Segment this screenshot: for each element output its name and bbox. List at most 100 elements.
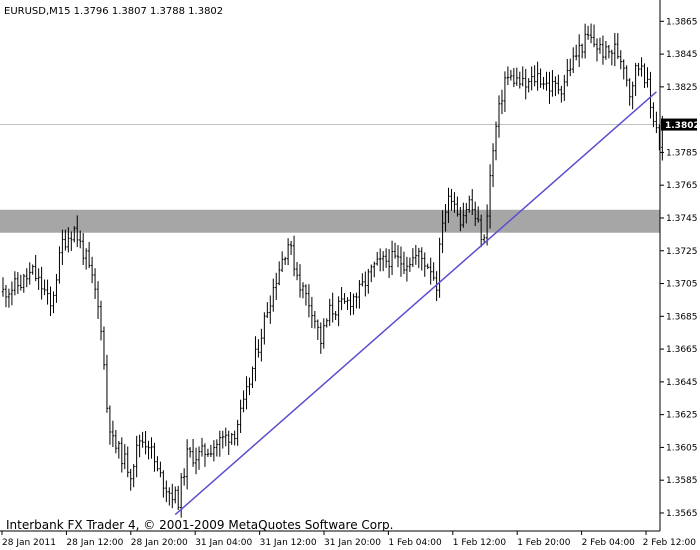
y-tick-label: 1.3605 — [666, 443, 698, 453]
ohlc-bar — [43, 279, 46, 296]
ohlc-bar — [269, 295, 272, 324]
ohlc-bar — [637, 62, 640, 77]
ohlc-bar — [138, 434, 141, 458]
ohlc-bar — [572, 47, 575, 74]
ohlc-bar — [554, 76, 557, 97]
ohlc-bar — [524, 68, 527, 100]
x-tick-label: 28 Jan 20:00 — [131, 538, 188, 548]
ohlc-bar — [58, 246, 61, 284]
ohlc-bar — [289, 240, 293, 255]
ohlc-bar — [254, 336, 257, 382]
ohlc-bar — [200, 437, 204, 457]
ohlc-bar — [1, 277, 5, 297]
ohlc-bar — [224, 427, 227, 447]
footer-copyright: Interbank FX Trader 4, © 2001-2009 MetaQ… — [6, 518, 394, 532]
ohlc-bar — [548, 71, 551, 104]
ohlc-bar — [589, 23, 593, 44]
ohlc-bar — [468, 195, 471, 213]
x-tick-label: 1 Feb 04:00 — [388, 538, 442, 548]
ohlc-bar — [16, 272, 20, 294]
ohlc-bar — [352, 293, 355, 315]
ohlc-bar — [485, 204, 489, 246]
ohlc-bar — [123, 444, 126, 470]
trendline[interactable] — [174, 91, 657, 516]
ohlc-bar — [521, 66, 524, 87]
ohlc-bar — [509, 69, 513, 81]
ohlc-bar — [194, 447, 198, 475]
ohlc-bar — [144, 431, 147, 455]
ohlc-bar — [423, 252, 426, 277]
ohlc-bar — [84, 248, 88, 270]
ohlc-bar — [607, 44, 611, 59]
ohlc-bar — [331, 292, 334, 323]
ohlc-bar — [19, 274, 23, 291]
y-tick-label: 1.3645 — [666, 378, 698, 388]
ohlc-bar — [488, 164, 492, 229]
ohlc-bar — [506, 66, 510, 86]
ohlc-bar — [569, 58, 572, 77]
ohlc-bar — [450, 188, 453, 211]
ohlc-bar — [601, 35, 605, 65]
ohlc-bar — [93, 268, 97, 299]
ohlc-bar — [355, 292, 358, 309]
y-tick-label: 1.3685 — [666, 312, 698, 322]
ohlc-bar — [566, 58, 569, 87]
ohlc-bar — [482, 234, 486, 244]
ohlc-bar — [580, 43, 584, 59]
ohlc-bar — [251, 366, 254, 389]
ohlc-bar — [7, 288, 11, 308]
ohlc-bar — [610, 49, 614, 66]
ohlc-bar — [447, 187, 450, 223]
ohlc-bar — [631, 81, 634, 110]
ohlc-bar — [156, 456, 159, 472]
ohlc-bar — [67, 227, 70, 253]
ohlc-bar — [108, 405, 112, 445]
ohlc-bar — [465, 202, 468, 224]
ohlc-bar — [396, 245, 400, 268]
ohlc-bar — [655, 111, 658, 134]
ohlc-bar — [515, 67, 519, 86]
ohlc-bar — [70, 231, 73, 252]
ohlc-bar — [441, 210, 444, 254]
ohlc-bar — [456, 196, 459, 217]
ohlc-bar — [652, 102, 655, 128]
ohlc-bar — [120, 437, 123, 473]
ohlc-bar — [49, 286, 52, 317]
ohlc-bar — [162, 470, 165, 498]
ohlc-bar — [28, 262, 31, 285]
x-tick-label: 31 Jan 12:00 — [260, 538, 317, 548]
ohlc-bar — [126, 446, 129, 478]
ohlc-bar — [319, 322, 322, 354]
y-tick-label: 1.3845 — [666, 50, 698, 60]
ohlc-bar — [266, 302, 269, 318]
ohlc-bar — [438, 237, 441, 298]
ohlc-bar — [40, 266, 43, 300]
ohlc-bar — [46, 279, 49, 305]
ohlc-bar — [295, 261, 299, 281]
ohlc-bar — [227, 430, 230, 455]
ohlc-bar — [37, 268, 40, 290]
ohlc-bar — [459, 206, 462, 232]
ohlc-bar — [99, 300, 103, 341]
ohlc-bar — [577, 34, 581, 68]
ohlc-bar — [536, 61, 539, 91]
ohlc-bar — [325, 318, 328, 328]
y-tick-label: 1.3785 — [666, 148, 698, 158]
ohlc-bar — [105, 354, 109, 413]
ohlc-bar — [343, 293, 346, 304]
ohlc-bar — [477, 206, 480, 223]
ohlc-bar — [188, 446, 192, 458]
ohlc-bar — [275, 272, 278, 300]
ohlc-bar — [182, 468, 186, 486]
ohlc-bar — [168, 487, 171, 506]
resistance-zone[interactable] — [0, 209, 660, 233]
ohlc-bar — [132, 464, 135, 488]
ohlc-bar — [453, 192, 456, 213]
ohlc-bar — [102, 326, 106, 370]
ohlc-bar — [96, 281, 100, 319]
current-price-tag-label: 1.3802 — [665, 121, 700, 131]
ohlc-bar — [242, 390, 245, 413]
ohlc-bar — [64, 229, 67, 251]
